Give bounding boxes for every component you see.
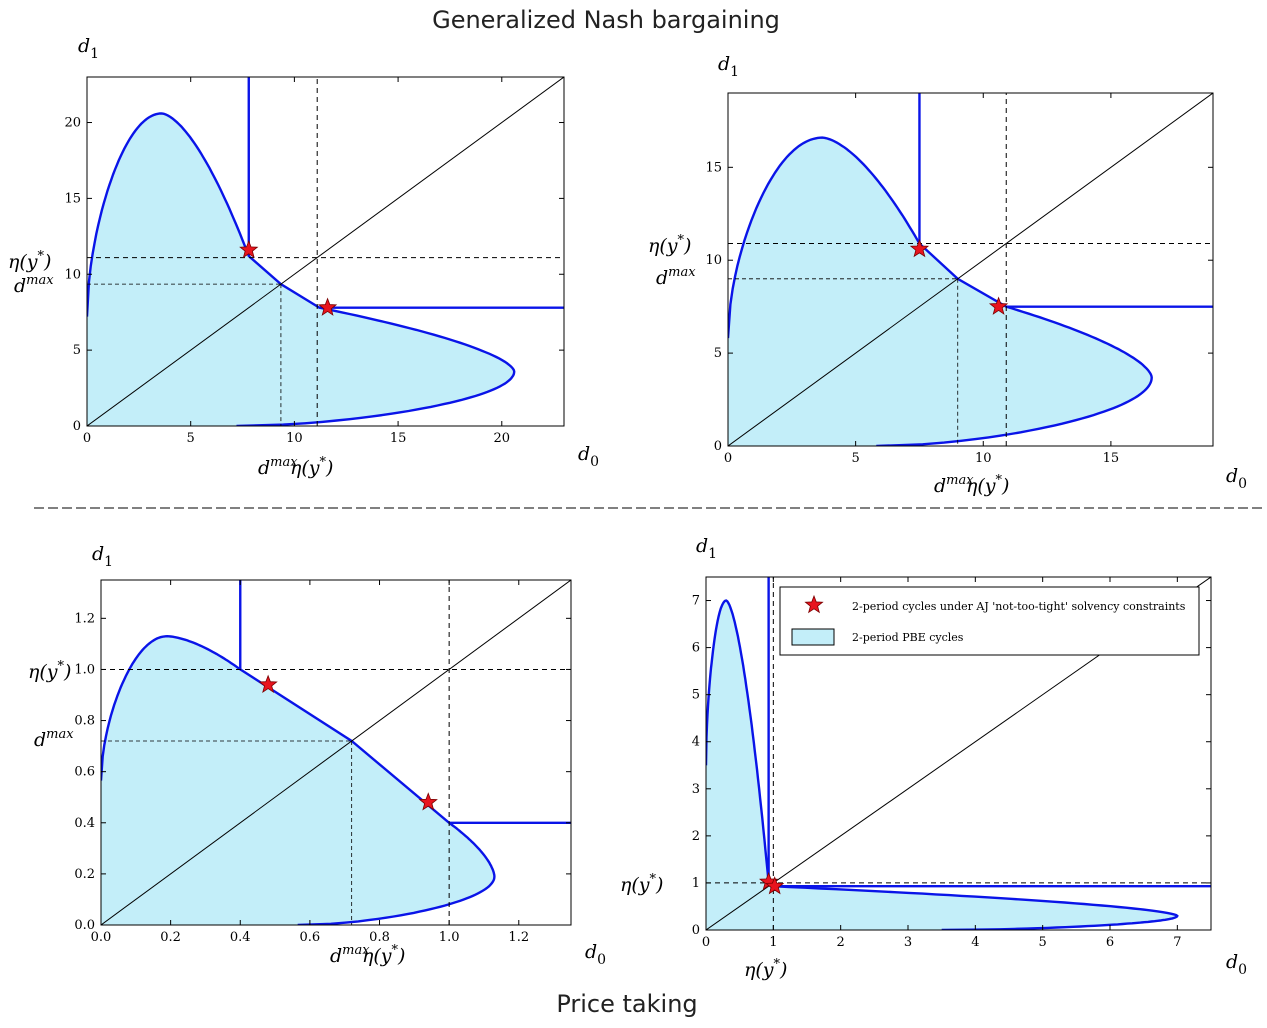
heading-top: Generalized Nash bargaining <box>432 6 780 34</box>
x-tick-label: 1 <box>769 935 777 950</box>
x-tick-label: 0 <box>83 431 91 446</box>
plot-area <box>728 93 1213 446</box>
x-tick-label: 5 <box>1039 935 1047 950</box>
y-tick-label: 15 <box>64 191 81 206</box>
chart-pt-right: 0 1 2 3 4 5 6 7 0 1 2 3 4 5 6 7 d0 d1 η(y*) η(y*) 2-period c… <box>620 535 1247 981</box>
cycle-star-0 <box>909 238 930 258</box>
axes-frame <box>86 76 565 427</box>
axes-frame <box>705 576 1212 931</box>
y-tick-label: 0.6 <box>74 765 95 780</box>
diagonal-line <box>728 93 1213 446</box>
x-tick-label: 10 <box>286 431 303 446</box>
x-axis-label: d0 <box>585 941 606 968</box>
y-tick-label: 1.0 <box>74 662 95 677</box>
legend-star-label: 2-period cycles under AJ 'not-too-tight'… <box>852 600 1186 613</box>
x-tick-label: 0.2 <box>160 930 181 945</box>
legend-fill-swatch <box>791 628 835 646</box>
y-tick-label: 0 <box>692 923 700 938</box>
x-tick-label: 5 <box>851 451 859 466</box>
x-tick-label: 0 <box>702 935 710 950</box>
y-tick-label: 20 <box>64 116 81 131</box>
y-tick-label: 2 <box>692 829 700 844</box>
legend-fill-label: 2-period PBE cycles <box>852 631 964 644</box>
y-tick-label: 0.8 <box>74 714 95 729</box>
y-tick-label: 15 <box>705 160 722 175</box>
cycle-star-0 <box>239 239 259 259</box>
diagonal-line <box>87 77 564 426</box>
eta-x-annotation: η(y*) <box>290 455 333 479</box>
y-tick-label: 0 <box>73 419 81 434</box>
legend-box <box>779 586 1200 656</box>
axes-frame <box>100 579 572 926</box>
y-tick-label: 1 <box>692 876 700 891</box>
x-tick-label: 15 <box>390 431 407 446</box>
y-axis-label: d1 <box>78 35 99 62</box>
y-tick-label: 7 <box>692 594 700 609</box>
y-tick-label: 5 <box>73 343 81 358</box>
chart-pt-left: 0.0 0.2 0.4 0.6 0.8 1.0 1.2 0.0 0.2 0.4 0.6 0.8 1.0 1… <box>28 543 606 968</box>
x-tick-label: 4 <box>971 935 979 950</box>
eta-y-annotation: η(y*) <box>620 872 663 896</box>
y-tick-label: 1.2 <box>74 611 95 626</box>
x-tick-label: 10 <box>975 451 992 466</box>
eta-x-annotation: η(y*) <box>362 943 405 967</box>
cycle-star-1 <box>988 296 1009 315</box>
legend-star-marker <box>804 594 824 614</box>
axes-frame <box>727 92 1214 447</box>
x-tick-label: 6 <box>1106 935 1114 950</box>
y-tick-label: 0.0 <box>74 918 95 933</box>
legend: 2-period cycles under AJ 'not-too-tight'… <box>779 586 1200 656</box>
x-tick-label: 0 <box>724 451 732 466</box>
x-tick-label: 15 <box>1103 451 1120 466</box>
y-axis-label: d1 <box>718 53 739 80</box>
x-tick-label: 0.0 <box>91 930 112 945</box>
cycle-star-0 <box>258 674 278 693</box>
plot-area <box>87 77 564 426</box>
y-tick-label: 5 <box>714 346 722 361</box>
eta-y-annotation: η(y*) <box>28 659 71 683</box>
y-tick-label: 10 <box>705 253 722 268</box>
x-tick-label: 1.0 <box>439 930 460 945</box>
dmax-y-annotation: dmax <box>34 727 74 751</box>
eta-x-annotation: η(y*) <box>744 957 787 981</box>
y-tick-label: 3 <box>692 782 700 797</box>
plot-area <box>101 580 571 925</box>
y-tick-label: 0.2 <box>74 867 95 882</box>
y-tick-label: 0.4 <box>74 816 95 831</box>
dmax-x-annotation: dmax <box>258 455 298 479</box>
x-tick-label: 1.2 <box>508 930 529 945</box>
y-tick-label: 5 <box>692 688 700 703</box>
x-tick-label: 0.6 <box>300 930 321 945</box>
eta-y-annotation: η(y*) <box>8 249 51 273</box>
dmax-y-annotation: dmax <box>656 265 696 289</box>
x-axis-label: d0 <box>1226 465 1247 492</box>
x-axis-label: d0 <box>578 443 599 470</box>
x-tick-label: 7 <box>1173 935 1181 950</box>
x-axis-label: d0 <box>1226 951 1247 978</box>
x-tick-label: 0.8 <box>369 930 390 945</box>
cycle-star-1 <box>765 876 785 895</box>
cycle-star-1 <box>418 792 438 811</box>
y-tick-label: 0 <box>714 439 722 454</box>
cycle-star-1 <box>317 297 338 316</box>
x-tick-label: 3 <box>904 935 912 950</box>
y-tick-label: 10 <box>64 267 81 282</box>
y-tick-label: 6 <box>692 641 700 656</box>
y-axis-label: d1 <box>696 535 717 562</box>
y-tick-label: 4 <box>692 735 700 750</box>
x-tick-label: 5 <box>187 431 195 446</box>
eta-y-annotation: η(y*) <box>648 233 691 257</box>
eta-x-annotation: η(y*) <box>966 473 1009 497</box>
x-tick-label: 0.4 <box>230 930 251 945</box>
heading-bottom: Price taking <box>556 990 697 1018</box>
x-tick-label: 20 <box>494 431 511 446</box>
diagonal-line <box>101 580 571 925</box>
dmax-y-annotation: dmax <box>14 273 54 297</box>
y-axis-label: d1 <box>92 543 113 570</box>
x-tick-label: 2 <box>837 935 845 950</box>
